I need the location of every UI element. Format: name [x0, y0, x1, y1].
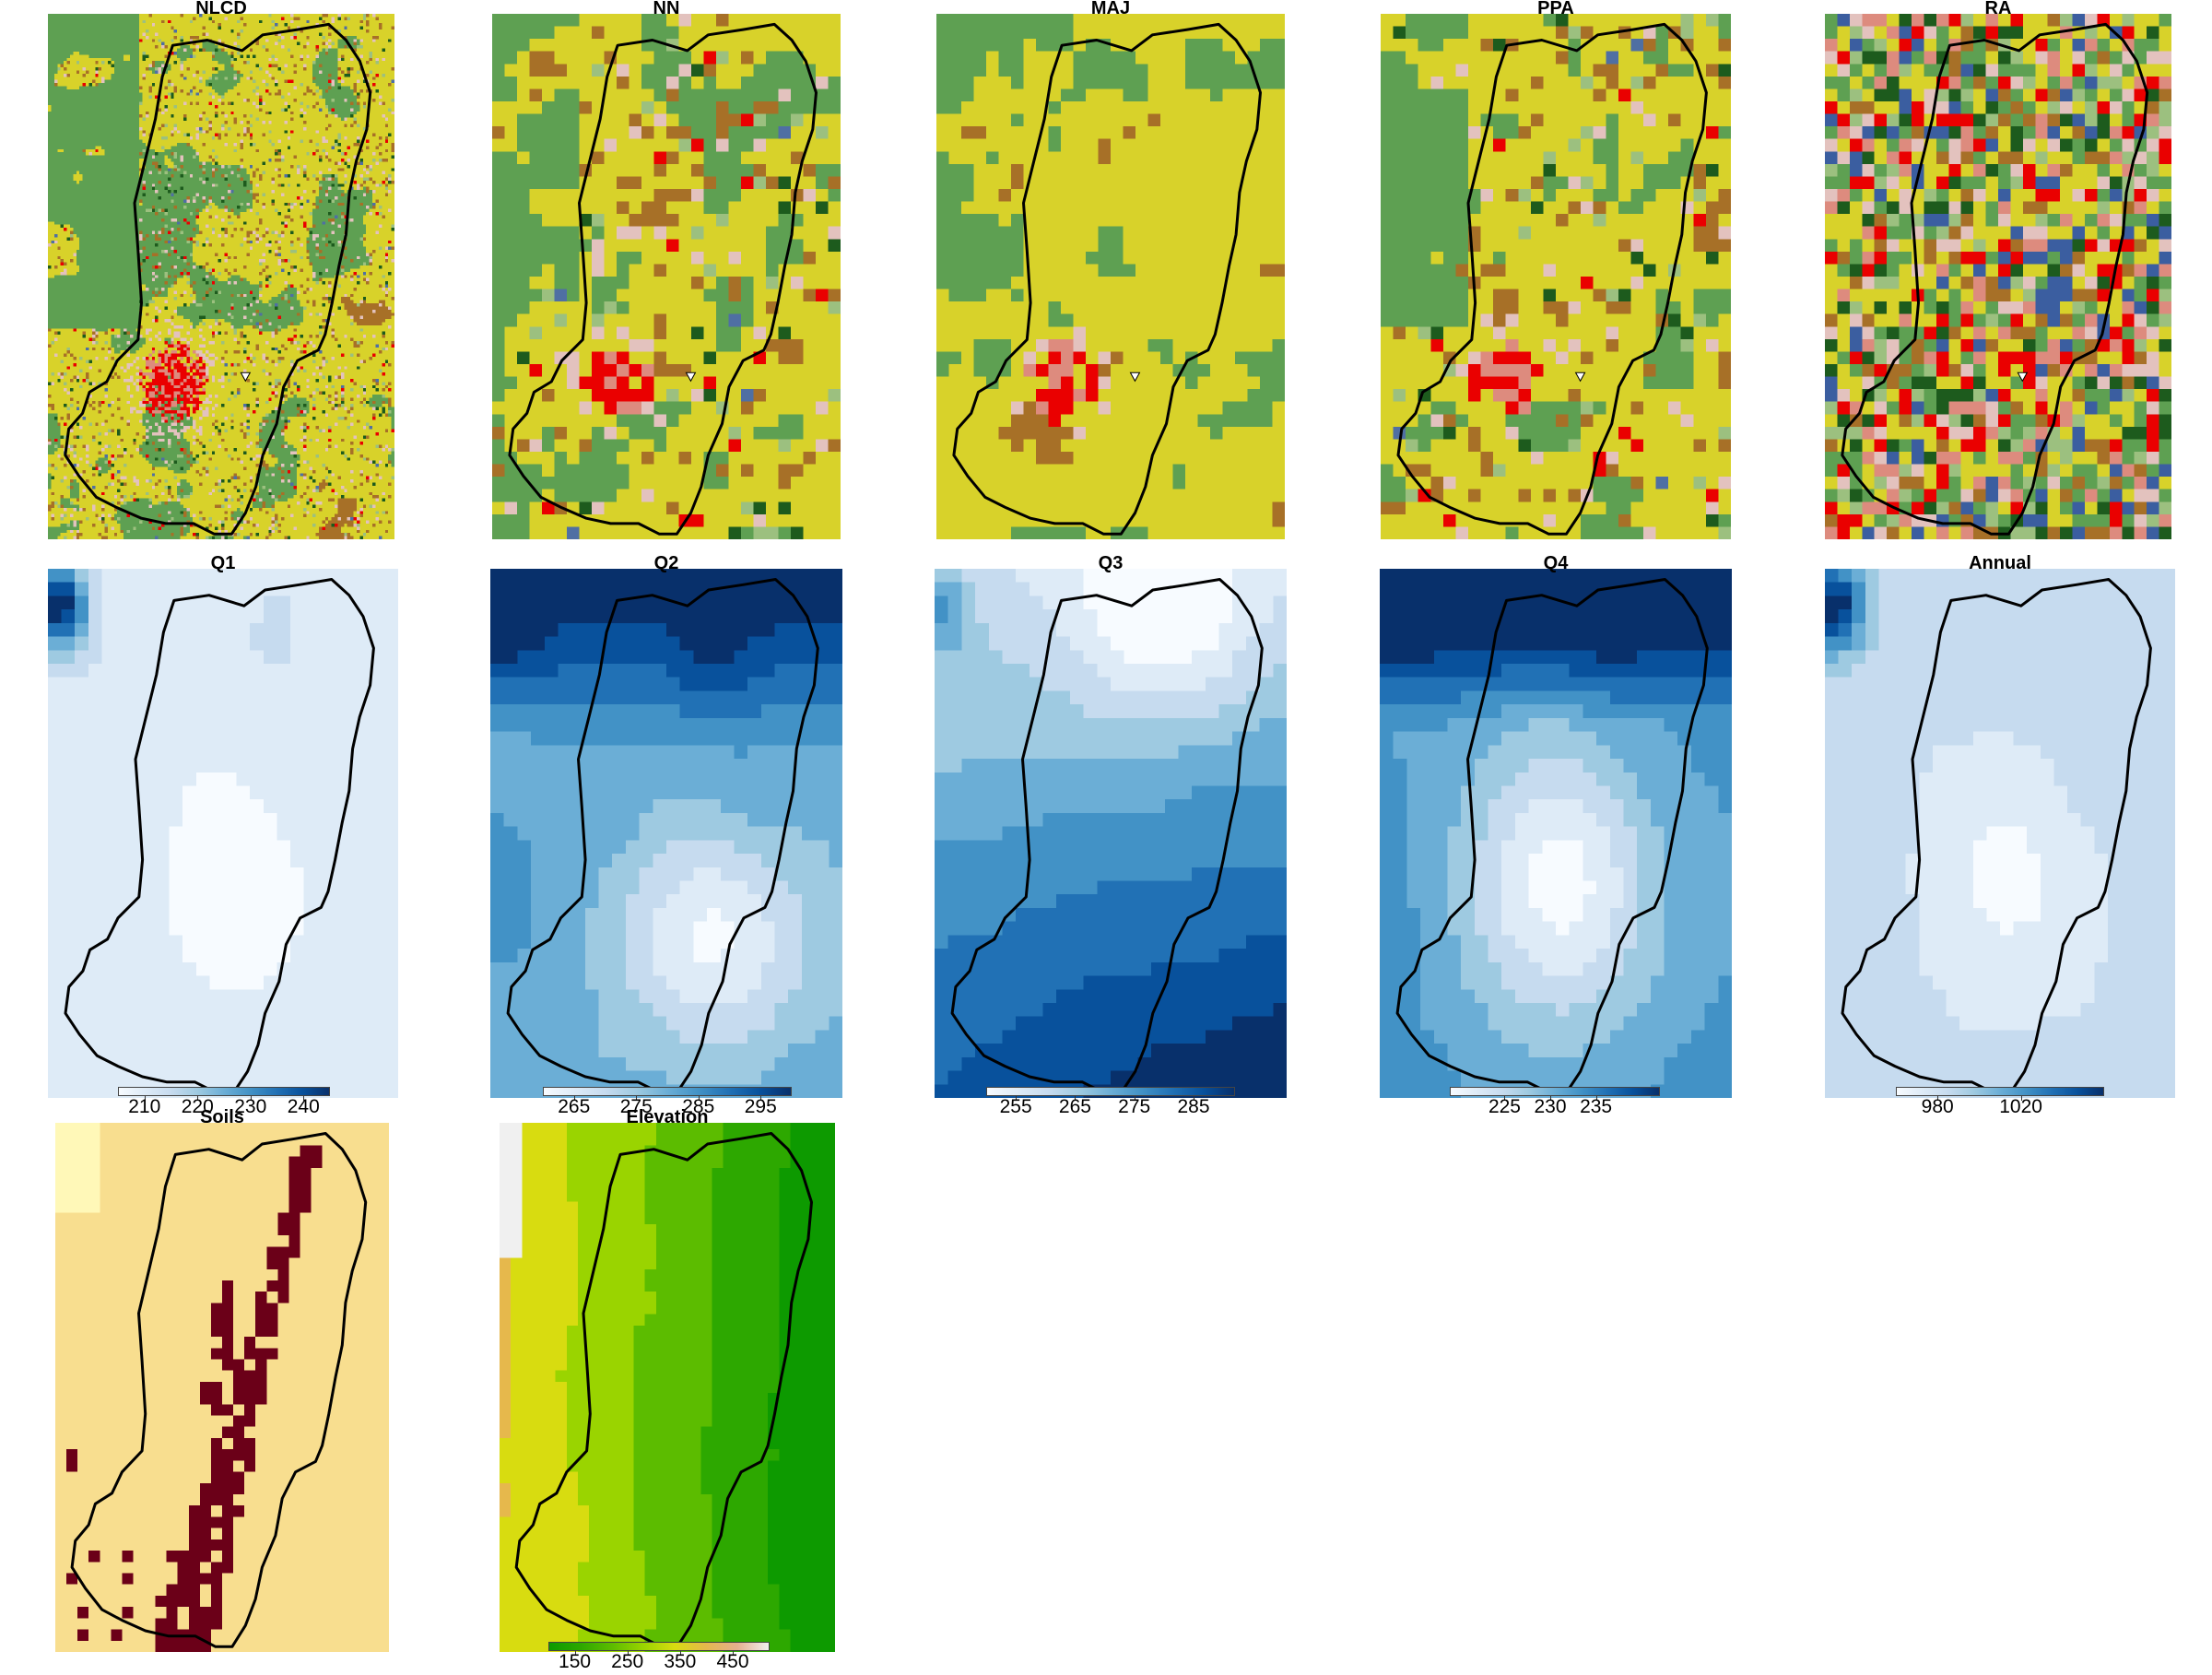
map-panel-soils: Soils — [55, 1123, 389, 1652]
map-panel-q4: Q4 — [1380, 569, 1732, 1098]
legend-colorbar-q1 — [118, 1087, 330, 1096]
map-raster-nlcd — [48, 14, 394, 539]
map-raster-q3 — [935, 569, 1287, 1098]
map-panel-q1: Q1 — [48, 569, 398, 1098]
legend-tick-label-annual: 1020 — [1999, 1096, 2042, 1118]
legend-tick-label-q4: 235 — [1580, 1096, 1612, 1118]
panel-title-soils: Soils — [55, 1107, 389, 1128]
legend-tick-label-elev: 150 — [559, 1651, 591, 1673]
map-raster-maj — [936, 14, 1285, 539]
legend-tick-label-annual: 980 — [1922, 1096, 1954, 1118]
panel-title-ppa: PPA — [1381, 0, 1731, 19]
map-raster-ppa — [1381, 14, 1731, 539]
map-raster-soils — [55, 1123, 389, 1652]
legend-colorbar-annual — [1896, 1087, 2104, 1096]
panel-title-nn: NN — [492, 0, 841, 19]
map-panel-ppa: PPA — [1381, 14, 1731, 539]
map-panel-ra: RA — [1825, 14, 2171, 539]
map-panel-q2: Q2 — [490, 569, 842, 1098]
panel-title-q3: Q3 — [935, 553, 1287, 574]
legend-tick-label-elev: 450 — [716, 1651, 748, 1673]
legend-tick-label-q3: 275 — [1118, 1096, 1150, 1118]
panel-title-nlcd: NLCD — [48, 0, 394, 19]
map-panel-nn: NN — [492, 14, 841, 539]
legend-tick-label-elev: 350 — [664, 1651, 696, 1673]
map-raster-q1 — [48, 569, 398, 1098]
map-raster-elev — [500, 1123, 835, 1652]
map-raster-q2 — [490, 569, 842, 1098]
panel-title-annual: Annual — [1825, 553, 2175, 574]
legend-tick-label-q3: 285 — [1177, 1096, 1209, 1118]
legend-colorbar-q2 — [543, 1087, 792, 1096]
legend-elev: 150 250 350 450 — [548, 1642, 770, 1675]
panel-title-q4: Q4 — [1380, 553, 1732, 574]
legend-q3: 255 265 275 285 — [986, 1087, 1235, 1120]
panel-title-ra: RA — [1825, 0, 2171, 19]
legend-tick-label-q4: 230 — [1535, 1096, 1567, 1118]
map-panel-maj: MAJ — [936, 14, 1285, 539]
legend-tick-label-q4: 225 — [1488, 1096, 1521, 1118]
panel-title-elev: Elevation — [500, 1107, 835, 1128]
map-panel-annual: Annual — [1825, 569, 2175, 1098]
map-raster-annual — [1825, 569, 2175, 1098]
panel-title-q2: Q2 — [490, 553, 842, 574]
map-panel-q3: Q3 — [935, 569, 1287, 1098]
legend-tick-label-q3: 265 — [1059, 1096, 1091, 1118]
panel-title-q1: Q1 — [48, 553, 398, 574]
map-raster-ra — [1825, 14, 2171, 539]
map-panel-nlcd: NLCD — [48, 14, 394, 539]
legend-colorbar-elev — [548, 1642, 770, 1651]
legend-tick-label-elev: 250 — [611, 1651, 643, 1673]
map-raster-nn — [492, 14, 841, 539]
map-panel-elev: Elevation — [500, 1123, 835, 1652]
map-raster-q4 — [1380, 569, 1732, 1098]
legend-colorbar-q4 — [1450, 1087, 1660, 1096]
panel-title-maj: MAJ — [936, 0, 1285, 19]
legend-colorbar-q3 — [986, 1087, 1235, 1096]
legend-tick-label-q3: 255 — [1000, 1096, 1032, 1118]
legend-annual: 980 1020 — [1896, 1087, 2104, 1120]
legend-q4: 225 230 235 — [1450, 1087, 1660, 1120]
